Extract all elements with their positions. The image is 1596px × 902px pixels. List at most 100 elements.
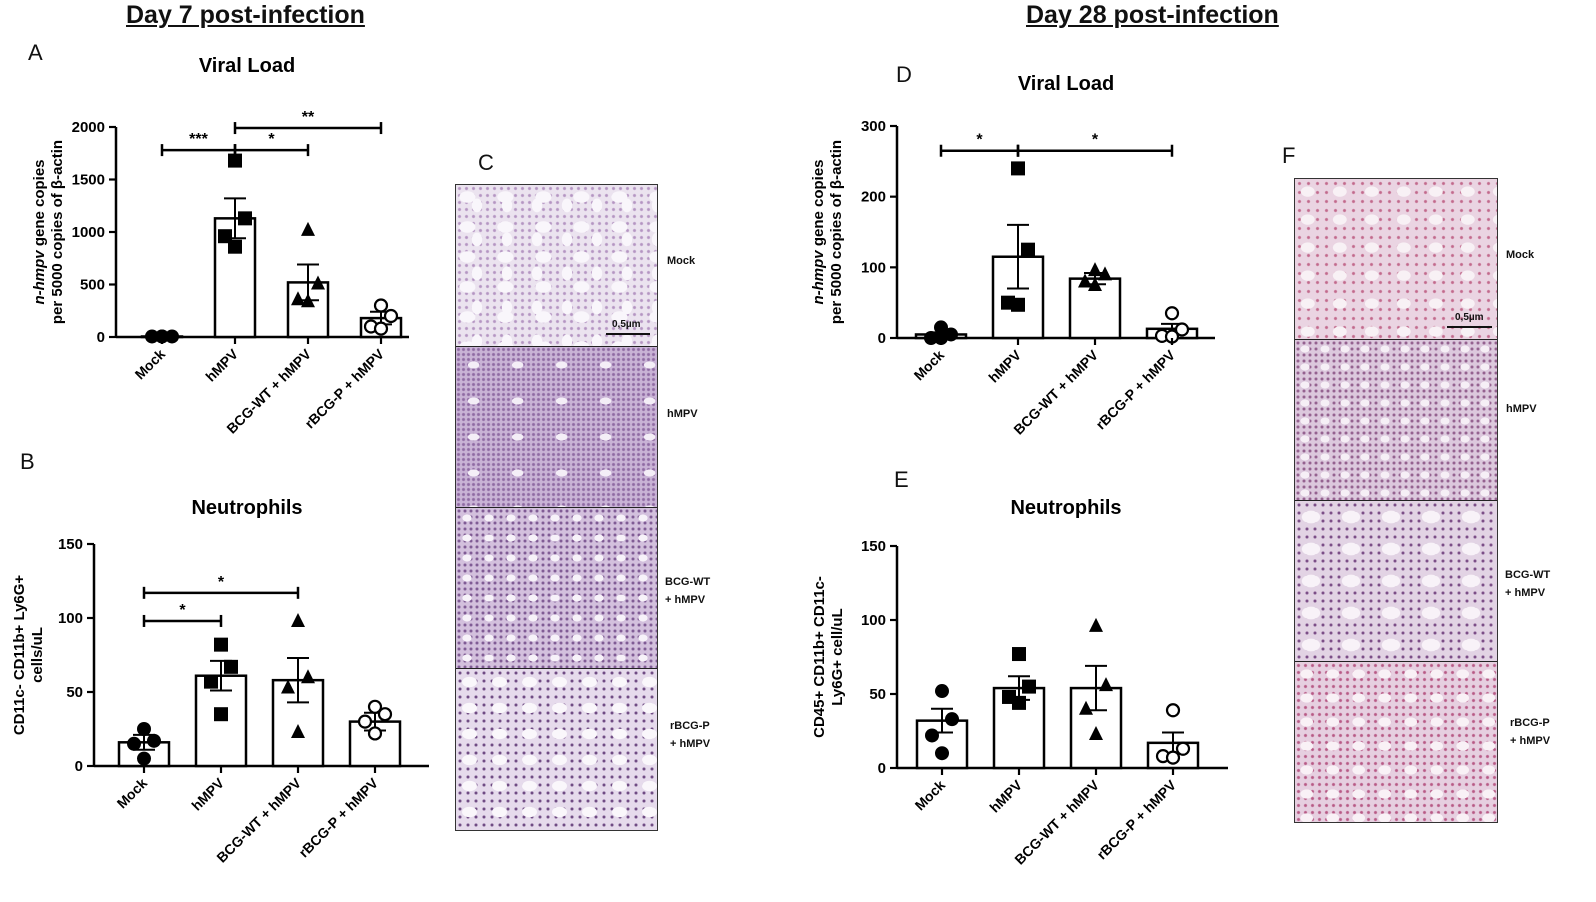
chart-e-category-label: hMPV — [986, 776, 1025, 815]
micrograph-label-f-4: rBCG-P + hMPV — [1510, 717, 1551, 747]
chart-a-point — [165, 329, 179, 344]
chart-e-category-label: Mock — [911, 777, 948, 814]
micrograph-f-rbcg-p — [1295, 662, 1497, 822]
micrograph-c-rbcg-p — [456, 669, 657, 830]
chart-b-point — [127, 736, 141, 751]
chart-d-point — [1174, 322, 1190, 337]
micrograph-label-c-4: rBCG-P + hMPV — [670, 720, 711, 750]
scale-bar-f — [1447, 326, 1492, 328]
chart-a-point — [373, 321, 389, 336]
chart-e-ytick-label: 50 — [869, 686, 886, 703]
panel-letter-c: C — [478, 150, 494, 175]
chart-a-ylabel-part: gene copies — [31, 159, 48, 250]
micrograph-label-c-2: hMPV — [667, 408, 698, 420]
chart-a-ylabel-line: per 5000 copies of β-actin — [49, 140, 66, 324]
chart-e-point — [1165, 750, 1181, 765]
chart-b-category-label: Mock — [113, 775, 150, 812]
chart-d-point — [934, 320, 948, 335]
chart-e-point — [1165, 703, 1181, 718]
chart-a-point — [373, 298, 389, 313]
chart-a-point — [383, 308, 399, 324]
chart-b-category-label: BCG-WT + hMPV — [213, 774, 304, 865]
chart-a-point — [301, 293, 315, 308]
chart-e-ylabel-part: CD45+ CD11b+ CD11c- — [811, 576, 828, 738]
chart-b-point — [214, 637, 228, 652]
chart-d-ylabel-line: n-hmpv gene copies — [810, 159, 827, 304]
chart-d-point — [924, 331, 938, 345]
chart-e-point — [1089, 617, 1103, 632]
chart-d-point — [1164, 306, 1180, 321]
panel-letter-f: F — [1282, 143, 1296, 168]
chart-e-point — [1022, 679, 1036, 694]
chart-b-point — [147, 733, 161, 748]
chart-b-point — [367, 699, 383, 714]
chart-b-point — [301, 669, 315, 684]
chart-a-ytick-label: 0 — [97, 329, 105, 346]
chart-d-point — [1098, 266, 1112, 281]
chart-b-point — [377, 707, 393, 722]
chart-d-point — [1088, 277, 1102, 291]
chart-e-ytick-label: 150 — [861, 538, 886, 555]
chart-a-ytick-label: 500 — [80, 277, 105, 294]
chart-b-bar — [348, 720, 402, 768]
scale-label-f: 0,5µm — [1455, 312, 1484, 323]
chart-a-ytick-label: 2000 — [72, 119, 105, 136]
chart-a-ytick-label: 1000 — [72, 224, 105, 241]
micrograph-label-f-2: hMPV — [1506, 403, 1537, 415]
chart-b-point — [137, 751, 151, 766]
micrograph-c-bcg-wt — [456, 508, 657, 669]
chart-b-sig-label: * — [179, 602, 186, 619]
chart-d-ylabel-line: per 5000 copies of β-actin — [828, 140, 845, 324]
chart-a-point — [228, 239, 242, 254]
panel-letter-d: D — [896, 62, 912, 87]
chart-e-ytick-label: 100 — [861, 612, 886, 629]
micrograph-c-hmpv — [456, 347, 657, 508]
micrograph-panel-c — [455, 184, 658, 831]
chart-e-point — [1099, 677, 1113, 692]
chart-a-category-label: hMPV — [202, 345, 241, 384]
chart-a-sig-label: * — [268, 131, 275, 148]
chart-d-sig-label: * — [976, 132, 983, 149]
chart-b-ylabel-part: cells/uL — [29, 627, 46, 683]
micrograph-f-hmpv — [1295, 340, 1497, 501]
chart-d-ylabel-part: n-hmpv — [810, 249, 827, 305]
chart-e-point — [1012, 695, 1026, 710]
micrograph-f-bcg-wt — [1295, 501, 1497, 662]
chart-b-ytick-label: 100 — [58, 610, 83, 627]
chart-a-ylabel: n-hmpv gene copiesper 5000 copies of β-a… — [31, 140, 66, 324]
chart-a-point — [311, 275, 325, 290]
chart-e-point — [935, 746, 949, 761]
chart-b-point — [137, 722, 151, 736]
chart-b-ytick-label: 0 — [75, 758, 83, 775]
chart-a-ylabel-part: β — [49, 180, 66, 189]
chart-a-ylabel-part: per 5000 copies of — [49, 189, 66, 324]
scale-bar-c — [606, 333, 650, 335]
chart-b-ytick-label: 150 — [58, 536, 83, 553]
chart-d-ytick-label: 300 — [861, 118, 886, 135]
chart-d-category-label: BCG-WT + hMPV — [1010, 346, 1101, 437]
chart-a-category-label: Mock — [131, 346, 168, 383]
chart-a-sig-label: ** — [302, 109, 315, 126]
chart-d-category-label: Mock — [910, 347, 947, 384]
chart-a-sig-label: *** — [189, 131, 208, 148]
chart-e-point — [1175, 741, 1191, 756]
chart-d-ylabel: n-hmpv gene copiesper 5000 copies of β-a… — [810, 140, 845, 324]
chart-a-ylabel-part: n-hmpv — [31, 249, 48, 305]
chart-b-point — [357, 714, 373, 729]
chart-a-title: Viral Load — [199, 55, 295, 77]
micrograph-label-c-1: Mock — [667, 255, 696, 267]
chart-a-category-label: rBCG-P + hMPV — [301, 345, 387, 431]
panel-letter-e: E — [894, 467, 909, 492]
chart-d-ytick-label: 100 — [861, 259, 886, 276]
chart-d-point — [1088, 262, 1102, 277]
chart-b-category-label: rBCG-P + hMPV — [295, 774, 381, 860]
chart-b-category-label: hMPV — [188, 774, 227, 813]
chart-b-title: Neutrophils — [191, 497, 302, 519]
micrograph-label-f-1: Mock — [1506, 249, 1535, 261]
chart-e-category-label: rBCG-P + hMPV — [1093, 776, 1179, 862]
chart-e-category-label: BCG-WT + hMPV — [1011, 776, 1102, 867]
chart-b-ytick-label: 50 — [66, 684, 83, 701]
chart-e-ylabel-part: Ly6G+ cell/uL — [829, 608, 846, 705]
chart-d-category-label: rBCG-P + hMPV — [1092, 346, 1178, 432]
chart-b-ylabel-part: CD11c- CD11b+ Ly6G+ — [11, 575, 28, 736]
